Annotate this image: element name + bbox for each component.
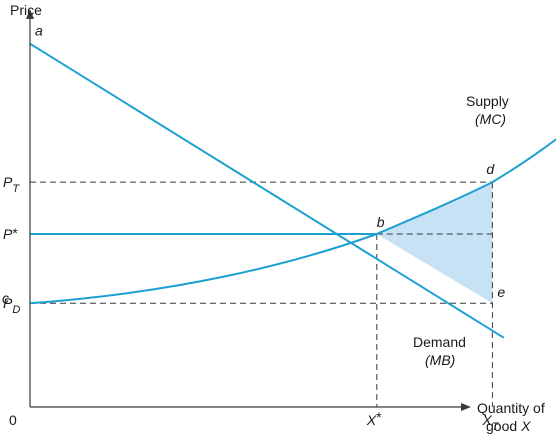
point-label-c: c: [2, 290, 9, 306]
y-tick-main-2: P: [3, 295, 13, 311]
demand-name-mb: (MB): [425, 352, 455, 368]
x-axis-label-word: good: [486, 418, 517, 434]
x-tick-main-1: X: [481, 412, 492, 428]
y-tick-main-0: P: [3, 174, 13, 190]
point-label-b: b: [377, 214, 385, 230]
x-tick-sup-0: *: [376, 409, 382, 425]
y-tick-label-2: PD: [3, 295, 20, 316]
y-axis-arrow: [26, 9, 34, 19]
supply-curve: [29, 138, 556, 305]
y-tick-main-1: P: [3, 226, 13, 242]
demand-name: Demand: [413, 334, 466, 350]
x-tick-label-0: X*: [366, 409, 382, 428]
y-tick-sub-0: T: [12, 183, 20, 195]
shaded-area-bde: [376, 182, 493, 304]
supply-name: Supply: [466, 93, 509, 109]
x-axis-arrow: [461, 403, 471, 411]
y-tick-sub-2: D: [12, 304, 20, 316]
demand-curve: [29, 42, 505, 339]
y-tick-label-1: P*: [3, 225, 18, 242]
x-tick-label-1: XT: [481, 412, 499, 433]
y-axis-label: Price: [10, 2, 42, 18]
origin-label: 0: [9, 412, 17, 428]
point-label-d: d: [486, 161, 495, 177]
x-axis-label-var: X: [520, 418, 531, 434]
x-axis-label-line2: good X: [486, 418, 531, 434]
x-tick-main-0: X: [366, 412, 377, 428]
y-tick-sup-1: *: [12, 225, 18, 241]
x-axis-label-line1: Quantity of: [477, 400, 545, 416]
supply-name-mc: (MC): [475, 111, 506, 127]
y-tick-label-0: PT: [3, 174, 20, 195]
x-tick-sub-1: T: [492, 421, 500, 433]
point-label-a: a: [35, 23, 43, 39]
point-label-e: e: [497, 284, 505, 300]
